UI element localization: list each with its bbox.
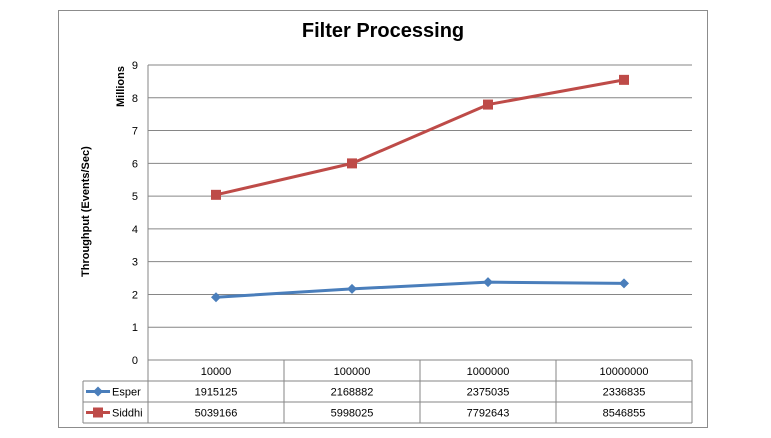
table-cell-value: 5998025 [331,408,374,420]
data-point-esper [347,283,357,294]
data-point-esper [483,277,493,288]
x-category-label: 100000 [334,366,371,378]
y-tick-label: 4 [132,224,138,236]
legend-series-name: Siddhi [112,408,143,420]
table-cell-value: 5039166 [195,408,238,420]
table-cell-value: 2336835 [603,387,646,399]
data-point-siddhi [619,74,629,85]
y-tick-label: 0 [132,355,138,367]
y-tick-label: 1 [132,322,138,334]
y-tick-label: 7 [132,126,138,138]
y-tick-label: 3 [132,257,138,269]
table-cell-value: 1915125 [195,387,238,399]
x-category-label: 10000000 [600,366,649,378]
table-cell-value: 8546855 [603,408,646,420]
y-tick-label: 6 [132,158,138,170]
table-cell-value: 2375035 [467,387,510,399]
data-point-esper [211,292,221,303]
y-tick-label: 9 [132,60,138,72]
legend-key-marker [93,386,103,397]
data-point-siddhi [211,189,221,200]
chart-title: Filter Processing [301,20,465,42]
data-point-siddhi [483,99,493,110]
series-line-esper [215,280,625,299]
y-tick-label: 8 [132,93,138,105]
y-tick-label: 5 [132,191,138,203]
data-point-esper [619,278,629,289]
series-line-siddhi [215,78,625,197]
legend-series-name: Esper [112,387,141,399]
table-cell-value: 2168882 [331,387,374,399]
table-cell-value: 7792643 [467,408,510,420]
x-category-label: 10000 [201,366,232,378]
y-tick-label: 2 [132,289,138,301]
data-point-siddhi [347,158,357,169]
chart-frame [58,10,708,428]
x-category-label: 1000000 [467,366,510,378]
legend-key-marker [93,407,103,418]
